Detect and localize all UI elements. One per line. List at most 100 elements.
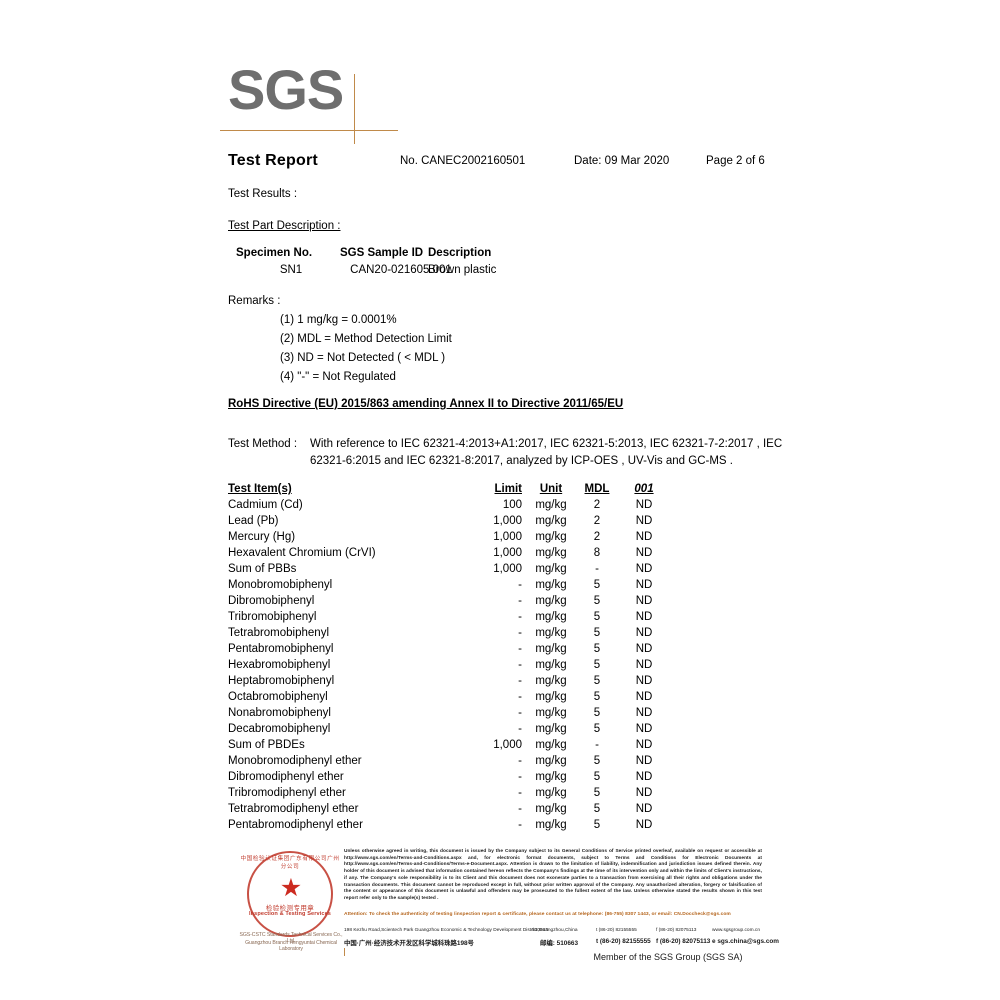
cell-unit: mg/kg [535, 627, 567, 639]
cell-sample-001: ND [635, 611, 653, 623]
cell-sample-001: ND [635, 787, 653, 799]
address-english-row: 198 Kezhu Road,Scientech Park Guangzhou … [344, 928, 764, 937]
cell-mdl: 5 [593, 675, 601, 687]
cell-test-item: Tribromodiphenyl ether [228, 787, 346, 799]
cell-mdl: 5 [593, 819, 601, 831]
cell-unit: mg/kg [535, 707, 567, 719]
cell-test-item: Nonabromobiphenyl [228, 707, 331, 719]
cell-sample-001: ND [635, 739, 653, 751]
cell-test-item: Decabromobiphenyl [228, 723, 331, 735]
cell-limit: 1,000 [493, 563, 522, 575]
cell-unit: mg/kg [535, 515, 567, 527]
member-of-group-line: Member of the SGS Group (SGS SA) [593, 952, 743, 962]
remark-item: (1) 1 mg/kg = 0.0001% [280, 314, 397, 326]
cell-test-item: Mercury (Hg) [228, 531, 296, 543]
table-row: Nonabromobiphenyl - mg/kg 5 ND [228, 705, 668, 721]
table-row: Tetrabromodiphenyl ether - mg/kg 5 ND [228, 801, 668, 817]
cell-sample-001: ND [635, 563, 653, 575]
table-row: Dibromodiphenyl ether - mg/kg 5 ND [228, 769, 668, 785]
cell-limit: 1,000 [493, 531, 522, 543]
sgs-sample-id-value: CAN20-021605.001 [350, 264, 452, 276]
address-cn-street: 中国·广州·经济技术开发区科学城科珠路198号 [344, 940, 474, 947]
table-row: Cadmium (Cd) 100 mg/kg 2 ND [228, 497, 668, 513]
cell-mdl: - [595, 739, 599, 751]
cell-test-item: Octabromobiphenyl [228, 691, 328, 703]
footer-accent-tick [344, 948, 345, 956]
table-row: Dibromobiphenyl - mg/kg 5 ND [228, 593, 668, 609]
test-results-label: Test Results : [228, 188, 298, 200]
cell-mdl: 5 [593, 643, 601, 655]
seal-caption-line-2: Guangzhou Branch Hengyuntai Chemical Lab… [245, 940, 337, 952]
cell-sample-001: ND [635, 579, 653, 591]
test-method-line-1: With reference to IEC 62321-4:2013+A1:20… [310, 438, 783, 450]
directive-heading: RoHS Directive (EU) 2015/863 amending An… [228, 398, 624, 410]
cell-test-item: Pentabromodiphenyl ether [228, 819, 363, 831]
cell-limit: - [518, 643, 522, 655]
cell-sample-001: ND [635, 755, 653, 767]
table-row: Monobromobiphenyl - mg/kg 5 ND [228, 577, 668, 593]
cell-test-item: Tetrabromodiphenyl ether [228, 803, 359, 815]
cell-mdl: 5 [593, 803, 601, 815]
address-en-website[interactable]: www.sgsgroup.com.cn [712, 928, 760, 933]
table-row: Lead (Pb) 1,000 mg/kg 2 ND [228, 513, 668, 529]
attention-notice-text[interactable]: Attention: To check the authenticity of … [344, 912, 731, 917]
cell-sample-001: ND [635, 659, 653, 671]
cell-test-item: Tribromobiphenyl [228, 611, 317, 623]
address-en-fax: f (86-20) 82075113 [656, 928, 697, 933]
cell-sample-001: ND [635, 643, 653, 655]
address-cn-postcode: 邮编: 510663 [540, 940, 579, 947]
sgs-sample-id-header: SGS Sample ID [340, 247, 424, 259]
cell-mdl: - [595, 563, 599, 575]
cell-unit: mg/kg [535, 611, 567, 623]
cell-mdl: 2 [593, 515, 601, 527]
address-chinese-row: 中国·广州·经济技术开发区科学城科珠路198号 邮编: 510663 t (86… [344, 938, 779, 948]
cell-limit: - [518, 755, 522, 767]
cell-sample-001: ND [635, 515, 653, 527]
address-cn-tel: t (86-20) 82155555 [596, 938, 651, 945]
cell-mdl: 2 [593, 499, 601, 511]
cell-sample-001: ND [635, 819, 653, 831]
cell-unit: mg/kg [535, 579, 567, 591]
cell-limit: - [518, 659, 522, 671]
cell-unit: mg/kg [535, 691, 567, 703]
address-cn-email[interactable]: e sgs.china@sgs.com [712, 938, 779, 945]
cell-sample-001: ND [635, 723, 653, 735]
results-table: Test Item(s) Limit Unit MDL 001 Cadmium … [228, 481, 668, 833]
col-header-sample-001: 001 [634, 483, 654, 495]
col-header-test-item: Test Item(s) [228, 483, 292, 495]
cell-unit: mg/kg [535, 819, 567, 831]
seal-caption-line-1: SGS-CSTC Standards Technical Services Co… [239, 932, 343, 944]
table-row: Hexabromobiphenyl - mg/kg 5 ND [228, 657, 668, 673]
cell-limit: 100 [502, 499, 522, 511]
cell-mdl: 5 [593, 707, 601, 719]
cell-unit: mg/kg [535, 803, 567, 815]
cell-limit: - [518, 595, 522, 607]
cell-limit: - [518, 627, 522, 639]
seal-company-arc-text: 中国检验认证集团广东有限公司广州分公司 [240, 856, 340, 870]
logo-horizontal-rule [220, 130, 398, 131]
cell-unit: mg/kg [535, 755, 567, 767]
cell-test-item: Monobromobiphenyl [228, 579, 333, 591]
cell-sample-001: ND [635, 547, 653, 559]
logo-vertical-rule [354, 74, 355, 144]
cell-sample-001: ND [635, 627, 653, 639]
cell-unit: mg/kg [535, 739, 567, 751]
cell-limit: 1,000 [493, 739, 522, 751]
cell-limit: - [518, 579, 522, 591]
table-row: Sum of PBBs 1,000 mg/kg - ND [228, 561, 668, 577]
cell-mdl: 5 [593, 627, 601, 639]
description-value: Brown plastic [428, 264, 497, 276]
cell-sample-001: ND [635, 531, 653, 543]
cell-sample-001: ND [635, 499, 653, 511]
cell-unit: mg/kg [535, 499, 567, 511]
seal-cn-label: 检验检测专用章 [265, 905, 315, 912]
table-row: Tetrabromobiphenyl - mg/kg 5 ND [228, 625, 668, 641]
cell-test-item: Sum of PBDEs [228, 739, 305, 751]
cell-mdl: 2 [593, 531, 601, 543]
cell-limit: - [518, 707, 522, 719]
cell-sample-001: ND [635, 691, 653, 703]
cell-mdl: 5 [593, 755, 601, 767]
cell-unit: mg/kg [535, 659, 567, 671]
cell-sample-001: ND [635, 803, 653, 815]
